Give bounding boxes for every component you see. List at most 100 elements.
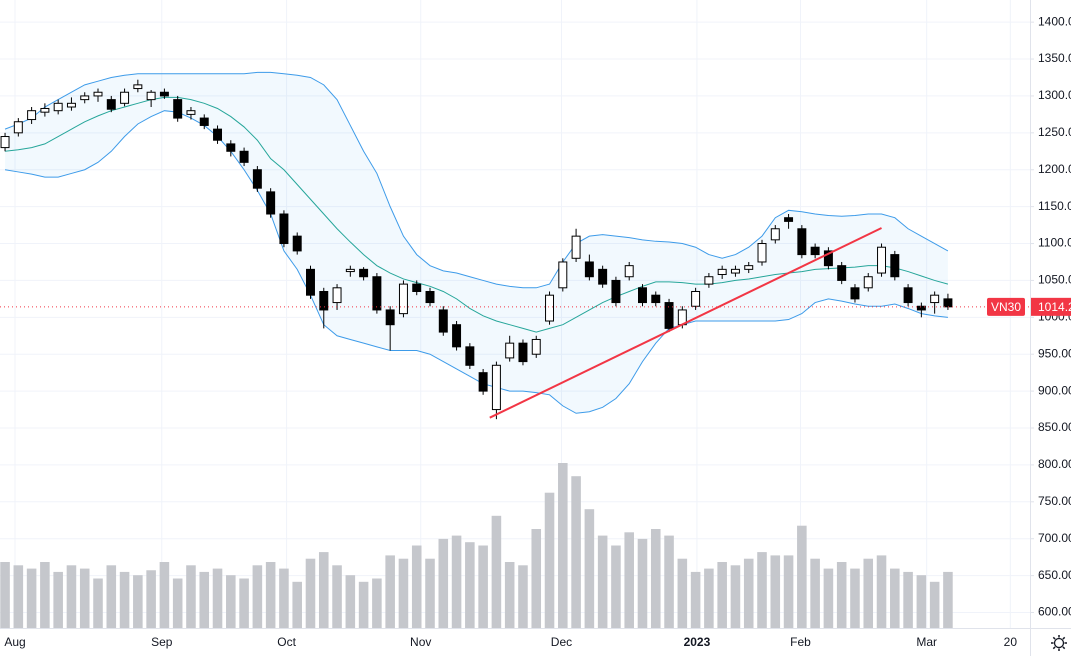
volume-bar [743, 558, 754, 628]
y-tick-label: 1100.00 [1038, 236, 1071, 250]
candle-body [239, 150, 249, 163]
volume-bar [398, 558, 409, 628]
candle-body [213, 128, 223, 141]
candle-body [226, 143, 236, 152]
y-tick-label: 1250.00 [1038, 125, 1071, 139]
volume-bar [358, 581, 369, 628]
candle-body [903, 287, 913, 304]
candle-body [345, 268, 355, 273]
candle-body [744, 265, 754, 270]
volume-bar [770, 555, 781, 628]
candle-body [465, 346, 475, 366]
volume-bar [863, 558, 874, 628]
volume-bar [717, 562, 727, 628]
symbol-badge [987, 297, 1025, 316]
volume-bar [146, 570, 156, 628]
volume-bar [544, 492, 555, 628]
grid [0, 0, 1030, 628]
x-tick-label: Aug [4, 635, 25, 649]
volume-bar [159, 562, 170, 628]
candle-body [372, 276, 382, 311]
candle-body [66, 102, 76, 108]
candle-body [359, 268, 369, 278]
volume-bar [850, 568, 860, 628]
volume-bar [943, 571, 953, 628]
gear-teeth [1051, 635, 1067, 651]
volume-bar [345, 575, 356, 628]
y-tick-label: 850.00 [1038, 420, 1071, 434]
volume-bar [53, 571, 63, 628]
candle-body [863, 276, 873, 289]
candle-body [279, 213, 289, 245]
candle-body [146, 91, 156, 101]
x-tick-label: Mar [916, 635, 937, 649]
candle-body [27, 110, 37, 121]
candle-body [0, 136, 10, 149]
y-tick-label: 900.00 [1038, 383, 1071, 397]
volume-bar [531, 529, 542, 628]
candle-body [306, 268, 315, 296]
x-tick-label: Dec [551, 635, 572, 649]
candle-body [916, 305, 926, 311]
y-tick-label: 1050.00 [1038, 273, 1071, 287]
volume-bar [425, 558, 435, 628]
volume-bar [584, 509, 595, 628]
y-tick-label: 1400.00 [1038, 14, 1071, 28]
x-tick-label: Feb [790, 635, 811, 649]
volume-bar [13, 565, 24, 628]
volume-bar [239, 578, 249, 628]
volume-bar [411, 545, 422, 628]
x-tick-label: Nov [410, 635, 431, 649]
candle-body [797, 228, 807, 256]
y-tick-label: 750.00 [1038, 494, 1071, 508]
candle-body [133, 84, 143, 90]
volume-bar [93, 578, 103, 628]
volume-bar [305, 558, 316, 628]
volume-bar [810, 558, 820, 628]
volume-bar [637, 538, 648, 628]
candle-body [292, 235, 302, 252]
volume-bar [26, 568, 37, 628]
settings-icon[interactable] [1051, 635, 1067, 651]
gear-ring [1053, 637, 1065, 649]
volume-bar [558, 463, 568, 628]
y-tick-label: 800.00 [1038, 457, 1071, 471]
price-badge [1031, 297, 1071, 316]
candle-body [120, 91, 130, 104]
volume-bar [372, 578, 382, 628]
volume-bar [624, 532, 634, 628]
candle-body [770, 228, 780, 241]
candle-body [13, 121, 23, 134]
volume-bar [66, 565, 77, 628]
candle-body [691, 290, 701, 307]
volume-bar [890, 568, 900, 628]
volume-bar [478, 545, 488, 628]
volume-bar [704, 568, 714, 628]
y-tick-label: 950.00 [1038, 346, 1071, 360]
candle-body [40, 107, 50, 113]
candle-body [717, 268, 727, 276]
volume-bar [212, 568, 223, 628]
candle-body [624, 265, 634, 278]
band-upper [4, 71, 949, 289]
candle-body [810, 246, 820, 256]
volume-bar [664, 535, 674, 628]
candle-body [730, 268, 740, 274]
volume-bar [199, 571, 210, 628]
axes: 600.00 650.00 700.00 750.00 800.00 850.00 900.… [4, 14, 1071, 649]
candle-body [704, 276, 714, 285]
candle-body [173, 99, 183, 119]
volume-pane [0, 463, 953, 628]
volume-bar [252, 565, 263, 628]
candle-body [877, 246, 887, 274]
band-lower [4, 110, 948, 414]
candle-body [638, 287, 647, 304]
volume-bar [730, 565, 741, 628]
x-tick-label: Sep [151, 635, 173, 649]
candle-body [531, 338, 541, 355]
volume-bar [597, 535, 608, 628]
volume-bar [40, 562, 50, 628]
volume-bar [903, 571, 913, 628]
candle-body [664, 302, 674, 329]
candle-body [651, 294, 661, 304]
